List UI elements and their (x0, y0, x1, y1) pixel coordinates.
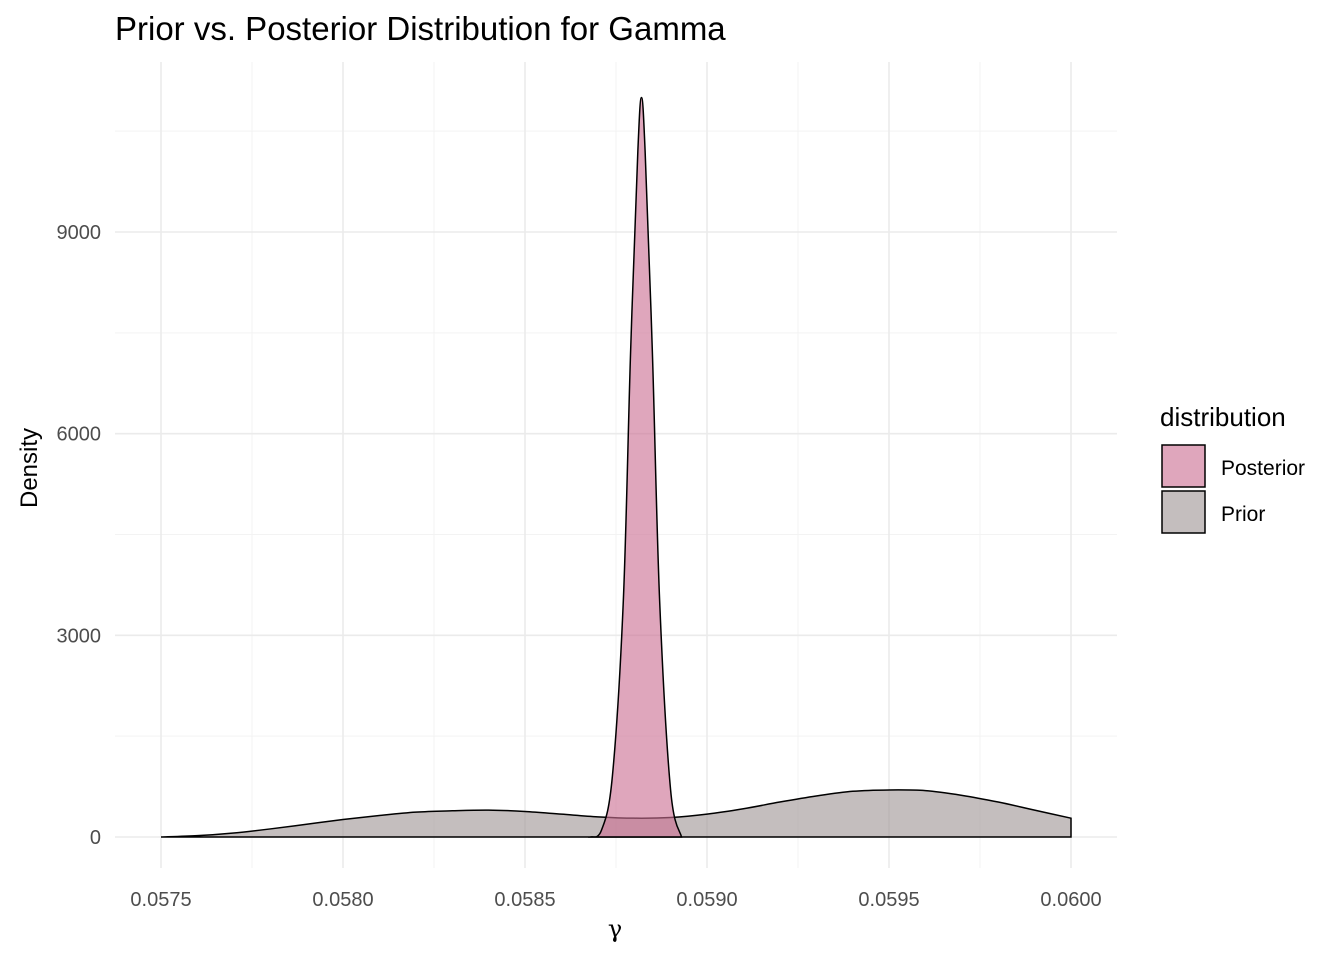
y-tick-label: 0 (90, 827, 101, 849)
legend: distribution Posterior Prior (1160, 402, 1305, 534)
x-tick-label: 0.0580 (312, 889, 373, 911)
outline-posterior (587, 96, 683, 838)
y-tick-label: 6000 (57, 424, 102, 446)
x-axis-title: γ (608, 915, 622, 943)
area-posterior (590, 97, 682, 838)
area-prior (161, 789, 1071, 837)
y-tick-label: 3000 (57, 625, 102, 647)
y-axis-title: Density (16, 428, 43, 508)
x-tick-label: 0.0590 (676, 889, 737, 911)
legend-title: distribution (1160, 402, 1286, 432)
legend-key-posterior (1161, 444, 1206, 488)
legend-label-prior: Prior (1221, 503, 1265, 526)
x-axis-ticks: 0.0575 0.0580 0.0585 0.0590 0.0595 0.0600 (130, 889, 1101, 911)
grid (115, 62, 1117, 868)
y-tick-label: 9000 (57, 222, 102, 244)
x-tick-label: 0.0585 (494, 889, 555, 911)
legend-label-posterior: Posterior (1221, 457, 1305, 480)
legend-key-prior (1161, 490, 1206, 534)
chart-title: Prior vs. Posterior Distribution for Gam… (115, 10, 726, 47)
x-tick-label: 0.0600 (1040, 889, 1101, 911)
x-tick-label: 0.0595 (858, 889, 919, 911)
y-axis-ticks: 0 3000 6000 9000 (57, 222, 102, 849)
x-tick-label: 0.0575 (130, 889, 191, 911)
density-areas (160, 96, 1072, 838)
